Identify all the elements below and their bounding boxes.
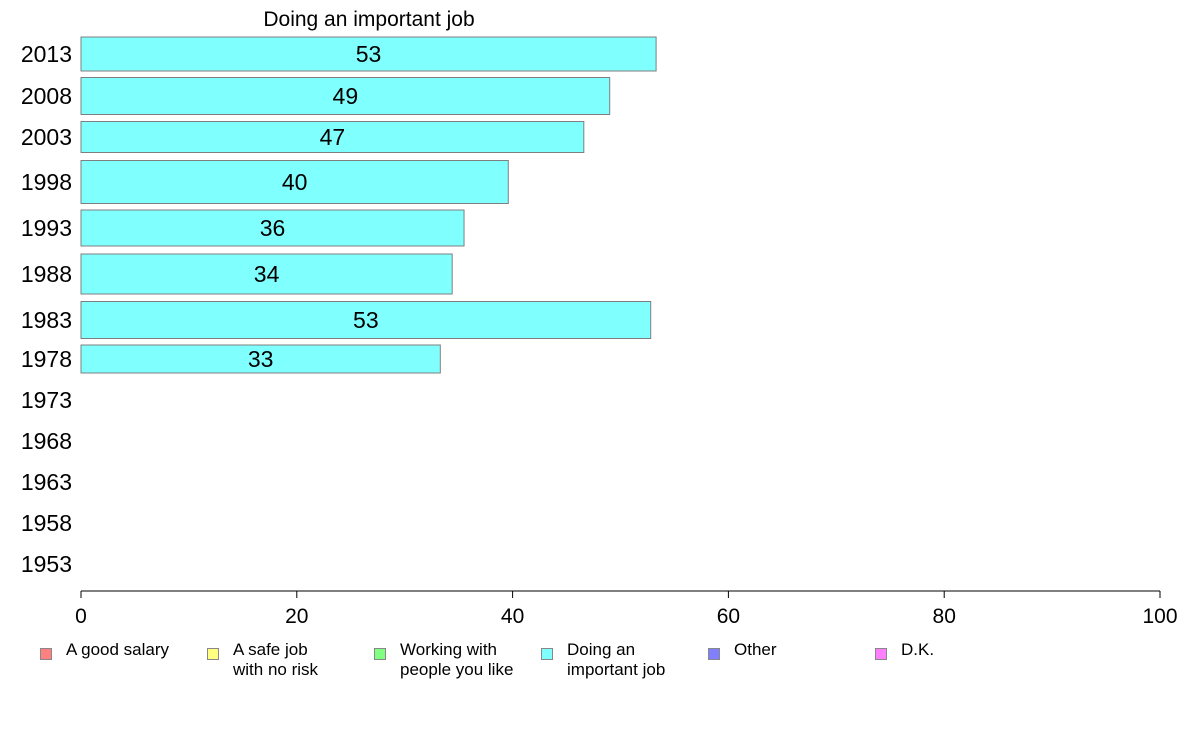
legend-swatch [207,648,219,660]
legend-label: Working with people you like [400,640,514,679]
x-tick-label: 0 [75,605,87,628]
legend-label: D.K. [901,640,935,659]
legend-item-important-job: Doing an important job [541,640,665,680]
y-tick-label: 2013 [21,41,72,67]
bar [80,344,441,374]
bar-value-label: 49 [333,83,359,109]
bar-value-label: 34 [254,261,280,287]
bar-value-label: 40 [282,169,308,195]
x-axis: 0 20 40 60 80 100 [75,590,1178,628]
legend-item-other: Other [708,640,777,660]
x-tick-label: 20 [285,605,308,628]
x-tick-label: 100 [1142,605,1177,628]
legend-swatch [40,648,52,660]
bar [80,160,509,204]
x-tick-label: 80 [933,605,956,628]
bar-value-label: 33 [248,346,274,372]
y-tick-label: 1968 [21,428,72,454]
legend-item-safe-job: A safe job with no risk [207,640,318,680]
chart-title: Doing an important job [263,8,474,31]
chart: Doing an important job 5349474036345333 … [21,8,1178,628]
legend-label: A safe job with no risk [233,640,319,679]
legend-label: A good salary [66,640,170,659]
legend: A good salary A safe job with no risk Wo… [0,640,1188,690]
legend-swatch [541,648,553,660]
y-tick-label: 1953 [21,551,72,577]
legend-swatch [374,648,386,660]
bar-value-label: 53 [353,307,379,333]
y-tick-label: 1993 [21,215,72,241]
legend-item-good-salary: A good salary [40,640,169,660]
y-tick-label: 2008 [21,83,72,109]
legend-item-dk: D.K. [875,640,934,660]
y-tick-label: 1988 [21,261,72,287]
y-tick-labels: 2013 2008 2003 1998 1993 1988 1983 1978 1973 1968… [21,41,72,577]
bar [80,36,657,72]
bar-value-label: 53 [356,41,382,67]
y-tick-label: 1983 [21,307,72,333]
y-tick-label: 2003 [21,124,72,150]
bar [80,77,611,115]
bars-group: 53 49 47 40 36 34 53 33 [80,36,657,374]
bar [80,253,453,295]
x-tick-label: 40 [501,605,524,628]
y-tick-label: 1963 [21,469,72,495]
legend-label: Doing an important job [567,640,666,679]
bar [80,209,465,247]
bar [80,121,585,153]
y-tick-label: 1998 [21,169,72,195]
y-tick-label: 1958 [21,510,72,536]
legend-item-working-with-people: Working with people you like [374,640,513,680]
bar [80,301,652,339]
bar-value-label: 36 [260,215,286,241]
legend-swatch [708,648,720,660]
x-tick-label: 60 [717,605,740,628]
y-tick-label: 1973 [21,387,72,413]
legend-label: Other [734,640,777,659]
legend-swatch [875,648,887,660]
y-tick-label: 1978 [21,346,72,372]
bar-value-label: 47 [320,124,346,150]
